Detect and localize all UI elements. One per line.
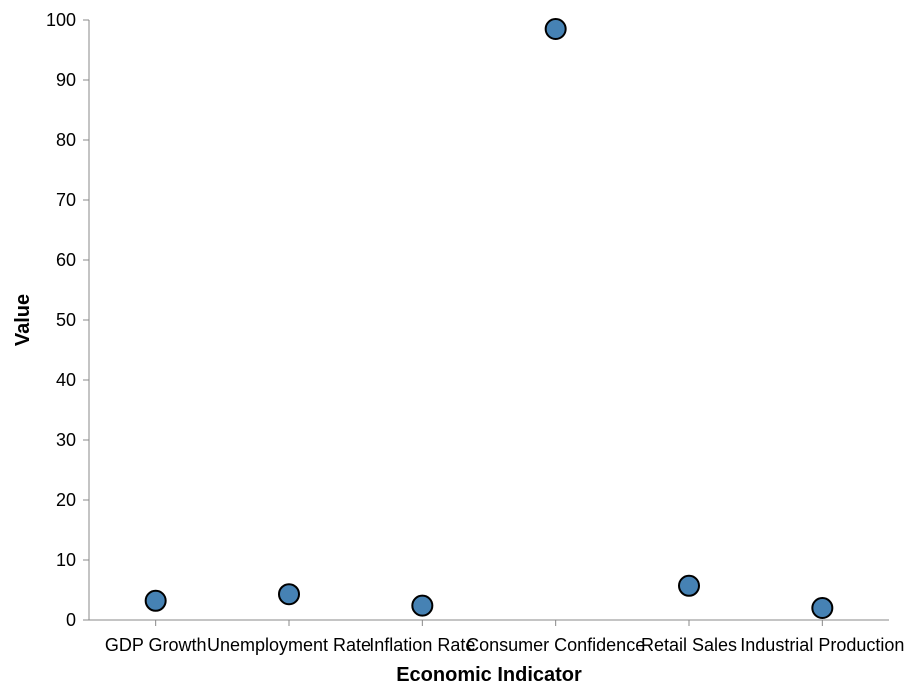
x-tick-label: Industrial Production xyxy=(740,635,904,655)
data-point[interactable] xyxy=(278,583,300,606)
y-tick-label: 70 xyxy=(56,190,76,210)
y-tick-label: 20 xyxy=(56,490,76,510)
data-point[interactable] xyxy=(678,574,700,597)
data-points xyxy=(144,18,834,619)
data-point[interactable] xyxy=(811,597,834,619)
y-tick-label: 0 xyxy=(66,610,76,630)
y-tick-label: 100 xyxy=(46,10,76,30)
y-tick-label: 40 xyxy=(56,370,76,390)
x-tick-label: Consumer Confidence xyxy=(466,635,645,655)
y-tick-label: 30 xyxy=(56,430,76,450)
y-tick-label: 80 xyxy=(56,130,76,150)
y-axis-title: Value xyxy=(12,294,34,346)
y-tick-label: 60 xyxy=(56,250,76,270)
x-tick-label: GDP Growth xyxy=(105,635,207,655)
data-point[interactable] xyxy=(544,18,567,40)
y-axis: 0 10 20 30 40 50 60 70 80 90 100 xyxy=(46,10,90,630)
x-tick-label: Unemployment Rate xyxy=(207,635,371,655)
y-tick-label: 50 xyxy=(56,310,76,330)
y-tick-label: 10 xyxy=(56,550,76,570)
data-point[interactable] xyxy=(411,594,434,617)
x-axis-title: Economic Indicator xyxy=(396,664,582,686)
x-tick-label: Inflation Rate xyxy=(369,635,475,655)
data-point[interactable] xyxy=(144,589,167,612)
y-tick-label: 90 xyxy=(56,70,76,90)
x-tick-label: Retail Sales xyxy=(641,635,737,655)
